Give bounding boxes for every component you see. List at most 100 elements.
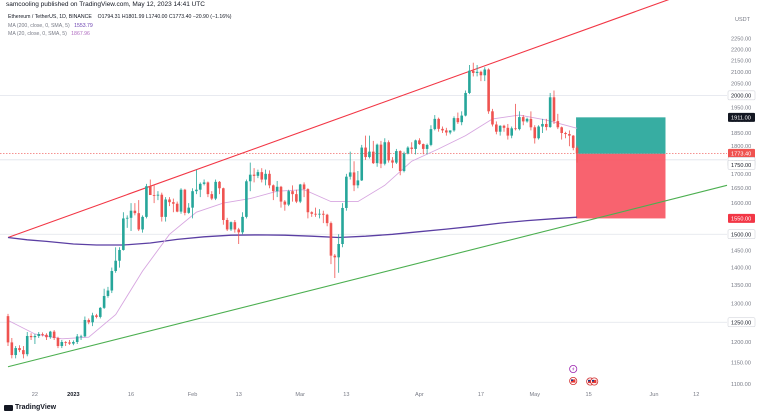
price-tick-label: 1700.00: [731, 172, 751, 178]
candle: [125, 215, 129, 228]
candle-body: [14, 348, 17, 356]
legend-ma-short-label: MA (20, close, 0, SMA, 5): [8, 31, 67, 37]
candle: [229, 221, 233, 232]
candle: [48, 330, 52, 339]
candle: [448, 130, 452, 135]
resistance-trendline[interactable]: [7, 0, 670, 239]
candle: [491, 108, 494, 127]
price-label-plain[interactable]: 1250.00: [727, 317, 756, 328]
candle: [183, 188, 187, 216]
candle: [137, 200, 141, 232]
candle: [145, 183, 148, 219]
candle-body: [506, 127, 510, 136]
price-tick-label: 1100.00: [731, 382, 751, 388]
candle-body: [206, 182, 210, 195]
candle: [364, 135, 367, 160]
candle-body: [433, 118, 437, 130]
candle-body: [202, 182, 206, 184]
price-label-plain[interactable]: 2000.00: [727, 90, 756, 101]
tradingview-logo-text: TradingView: [15, 404, 57, 411]
candle: [460, 111, 464, 126]
candle-body: [483, 69, 487, 76]
candle: [410, 142, 414, 153]
candle: [187, 203, 191, 214]
candle-body: [22, 350, 25, 355]
candle-body: [487, 69, 490, 112]
time-axis[interactable]: 22 2023 16 Feb 13 Mar 13 Apr 17 May 15 Jun 12: [32, 392, 700, 398]
candle: [141, 215, 144, 233]
price-label-text: 1550.00: [731, 216, 751, 222]
candle: [302, 182, 306, 198]
candle: [556, 113, 560, 130]
trendlines[interactable]: [7, 0, 728, 368]
legend-ma-long-row[interactable]: MA (200, close, 0, SMA, 5) 1553.79: [8, 22, 231, 31]
candle-body: [337, 244, 340, 258]
event-icons[interactable]: [569, 364, 599, 386]
candle: [441, 126, 444, 134]
price-tick-label: 2100.00: [731, 70, 751, 76]
price-axis[interactable]: USDT 2250.00 2200.00 2150.00 2100.00 2050.00 2…: [727, 17, 756, 388]
candle: [83, 316, 87, 338]
candle-body: [172, 202, 175, 204]
candle-body: [537, 126, 540, 139]
support-trendline[interactable]: [7, 184, 728, 368]
candle: [25, 332, 29, 357]
legend-symbol[interactable]: Ethereum / TetherUS, 1D, BINANCE: [8, 14, 92, 20]
candle-body: [260, 172, 264, 180]
candle-body: [341, 207, 344, 245]
price-label-box: [728, 148, 755, 158]
candle-body: [264, 173, 267, 180]
candle-body: [468, 70, 471, 93]
candle-body: [541, 123, 544, 127]
candle-body: [102, 295, 106, 308]
target-zone[interactable]: [576, 117, 666, 154]
candle: [164, 197, 167, 222]
candle: [133, 203, 137, 216]
candle-body: [160, 194, 164, 217]
candle-body: [10, 342, 14, 356]
stop-zone[interactable]: [576, 153, 666, 219]
candle-body: [252, 174, 256, 176]
ma-20-line: [7, 114, 578, 340]
candle: [321, 210, 325, 224]
candle-body: [498, 125, 502, 132]
candle: [168, 197, 171, 207]
candle-body: [272, 185, 275, 192]
candle: [191, 188, 194, 219]
candle-body: [471, 70, 475, 73]
candle: [564, 131, 567, 139]
candle-body: [141, 216, 144, 230]
candle-body: [148, 186, 152, 196]
candle-body: [133, 210, 137, 214]
candle: [510, 126, 513, 139]
price-label-plain[interactable]: 1750.00: [727, 160, 756, 170]
price-label-stop[interactable]: 1550.00: [728, 213, 755, 223]
tradingview-logo[interactable]: TradingView: [4, 404, 56, 411]
candle: [210, 191, 214, 201]
candle: [506, 123, 510, 140]
candle: [483, 67, 487, 82]
candle: [156, 191, 160, 201]
price-tick-label: 1850.00: [731, 131, 751, 137]
candle-body: [218, 181, 221, 189]
price-tick-label: 1650.00: [731, 186, 751, 192]
candle: [514, 103, 517, 131]
price-label-plain[interactable]: 1500.00: [727, 229, 756, 240]
candle-body: [156, 194, 160, 196]
candle: [487, 68, 490, 114]
legend-ma-short-row[interactable]: MA (20, close, 0, SMA, 5) 1867.96: [8, 30, 231, 39]
moving-averages: [7, 114, 578, 340]
position-tool[interactable]: [576, 117, 666, 219]
candle: [206, 181, 210, 198]
candle-body: [441, 128, 444, 131]
candle-body: [348, 172, 352, 177]
candle-body: [325, 214, 329, 224]
candle: [425, 143, 429, 155]
price-label-last[interactable]: 1773.40: [728, 148, 755, 158]
price-label-target[interactable]: 1911.00: [728, 112, 755, 122]
candle: [45, 333, 48, 340]
price-label-text: 1750.00: [731, 163, 751, 169]
candle-body: [137, 213, 141, 230]
candle: [91, 312, 94, 327]
